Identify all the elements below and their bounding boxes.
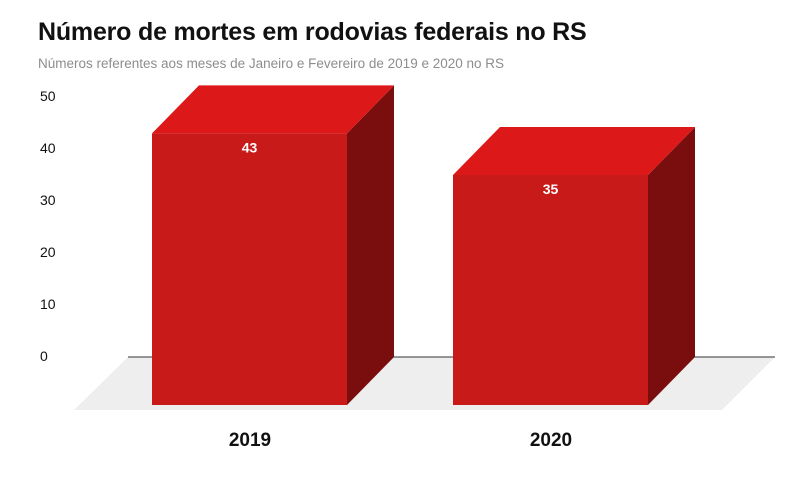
x-category-label: 2020 bbox=[530, 430, 572, 451]
y-tick-label: 30 bbox=[40, 192, 56, 208]
chart-subtitle: Números referentes aos meses de Janeiro … bbox=[38, 56, 505, 71]
bar-value-label: 43 bbox=[242, 139, 258, 155]
bar-front-face bbox=[152, 133, 347, 405]
y-tick-label: 10 bbox=[40, 296, 56, 312]
bar-2019: 43 bbox=[152, 85, 394, 406]
bar-top-face bbox=[152, 85, 394, 134]
chart-title: Número de mortes em rodovias federais no… bbox=[38, 18, 587, 46]
y-tick-label: 0 bbox=[40, 348, 48, 364]
bar-2020: 35 bbox=[453, 127, 695, 405]
y-tick-label: 40 bbox=[40, 140, 56, 156]
bar-top-face bbox=[453, 127, 695, 175]
bar-front-face bbox=[453, 175, 648, 405]
y-tick-label: 20 bbox=[40, 244, 56, 260]
bar-side-face bbox=[648, 127, 695, 405]
y-tick-label: 50 bbox=[40, 88, 56, 104]
x-category-label: 2019 bbox=[229, 430, 271, 451]
bar-side-face bbox=[347, 85, 394, 406]
y-axis-ticks: 0 10 20 30 40 50 bbox=[40, 88, 56, 364]
bar-value-label: 35 bbox=[543, 181, 559, 197]
